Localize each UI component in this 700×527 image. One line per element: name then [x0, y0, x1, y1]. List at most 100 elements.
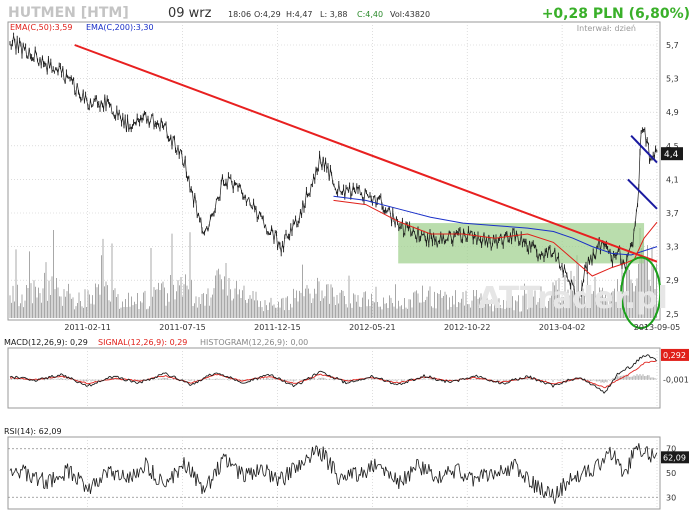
- signal-line: [598, 385, 600, 386]
- signal-line: [184, 381, 186, 382]
- signal-line: [391, 382, 393, 383]
- signal-line: [126, 379, 128, 380]
- signal-line: [507, 381, 509, 382]
- macd-line: [376, 378, 378, 379]
- macd-line: [27, 378, 29, 379]
- price-link: [230, 178, 231, 179]
- signal-line: [22, 378, 24, 379]
- quote-open: O:4,29: [254, 10, 281, 19]
- signal-line: [214, 374, 216, 375]
- x-tick-label: 2013-09-05: [634, 323, 681, 332]
- y-tick-label: 4,1: [666, 175, 679, 184]
- last-price-label: 4,4: [664, 150, 679, 160]
- macd-line: [124, 380, 126, 381]
- macd-line: [651, 357, 653, 358]
- signal-line: [601, 386, 603, 387]
- signal-line: [379, 379, 381, 380]
- macd-line: [471, 377, 473, 378]
- y-tick-label: 5,3: [666, 75, 679, 84]
- y-tick-label: 2,9: [666, 276, 679, 285]
- signal-line: [135, 380, 137, 381]
- quote-high: H:4,47: [286, 10, 313, 19]
- price-panel-frame: [8, 22, 660, 320]
- macd-line: [19, 378, 21, 379]
- macd-line: [579, 378, 581, 379]
- x-tick-label: 2012-10-22: [444, 323, 491, 332]
- macd-line: [426, 377, 428, 378]
- macd-line: [247, 382, 249, 383]
- signal-line: [64, 377, 66, 378]
- signal-line: [249, 379, 251, 380]
- price-link: [474, 234, 475, 235]
- x-tick-label: 2013-04-02: [539, 323, 586, 332]
- y-tick-label: 3,3: [666, 243, 679, 252]
- signal-line: [115, 378, 117, 379]
- rsi-tick-label: 50: [666, 469, 676, 478]
- rsi-line: [608, 453, 609, 454]
- signal-legend: SIGNAL(12,26,9): 0,29: [98, 338, 187, 347]
- y-tick-label: 4,9: [666, 108, 679, 117]
- price-change: +0,28 PLN (6,80%): [542, 6, 690, 22]
- signal-line: [34, 379, 36, 380]
- rsi-tick-label: 30: [666, 493, 676, 502]
- macd-line: [324, 372, 326, 373]
- macd-last-label: 0,292: [663, 351, 686, 360]
- signal-line: [402, 381, 404, 382]
- signal-line: [93, 382, 95, 383]
- x-tick-label: 2012-05-21: [349, 323, 396, 332]
- macd-line: [21, 377, 23, 378]
- macd-line: [384, 381, 386, 382]
- signal-line: [267, 377, 269, 378]
- macd-line: [169, 376, 171, 377]
- macd-zero-label: -0,001: [663, 376, 689, 385]
- x-tick-label: 2011-07-15: [159, 323, 206, 332]
- x-tick-label: 2011-12-15: [254, 323, 301, 332]
- histogram-legend: HISTOGRAM(12,26,9): 0,00: [200, 338, 308, 347]
- macd-line: [322, 372, 324, 373]
- signal-line: [414, 379, 416, 380]
- watermark: ATTrader.pl: [478, 281, 668, 316]
- x-tick-label: 2011-02-11: [64, 323, 111, 332]
- ema50-legend: EMA(C,50):3,59: [10, 23, 73, 32]
- signal-line: [168, 377, 170, 378]
- signal-line: [307, 379, 309, 380]
- rsi-last-label: 62,09: [663, 453, 686, 462]
- quote-volume: Vol:43820: [390, 10, 430, 19]
- quote-low: L: 3,88: [320, 10, 348, 19]
- macd-line: [558, 384, 560, 385]
- rsi-line: [357, 481, 358, 482]
- signal-line: [627, 375, 629, 376]
- quote-time: 18:06: [228, 10, 251, 19]
- y-tick-label: 3,7: [666, 209, 679, 218]
- macd-line: [559, 384, 561, 385]
- interval-label: Interwał: dzień: [577, 24, 636, 33]
- y-tick-label: 2,5: [666, 310, 679, 319]
- macd-line: [31, 380, 33, 381]
- macd-line: [232, 378, 234, 379]
- macd-legend: MACD(12,26,9): 0,29: [4, 338, 88, 347]
- signal-line: [193, 382, 195, 383]
- ema200-legend: EMA(C,200):3,30: [86, 23, 154, 32]
- macd-line: [654, 358, 656, 359]
- macd-line: [246, 382, 248, 383]
- rsi-line: [641, 456, 642, 457]
- signal-line: [282, 380, 284, 381]
- macd-line: [214, 373, 216, 374]
- macd-line: [306, 379, 308, 380]
- macd-line: [295, 385, 297, 386]
- quote-date: 09 wrz: [168, 6, 212, 21]
- macd-line: [489, 381, 491, 382]
- y-tick-label: 5,7: [666, 41, 679, 50]
- signal-line: [502, 381, 504, 382]
- macd-line: [466, 378, 468, 379]
- signal-line: [343, 380, 345, 381]
- signal-line: [355, 379, 357, 380]
- macd-line: [201, 380, 203, 381]
- quote-close: C:4,40: [357, 10, 383, 19]
- signal-line: [90, 383, 92, 384]
- macd-line: [289, 383, 291, 384]
- rsi-legend: RSI(14): 62,09: [4, 427, 62, 436]
- ticker-title: HUTMEN [HTM]: [8, 5, 129, 21]
